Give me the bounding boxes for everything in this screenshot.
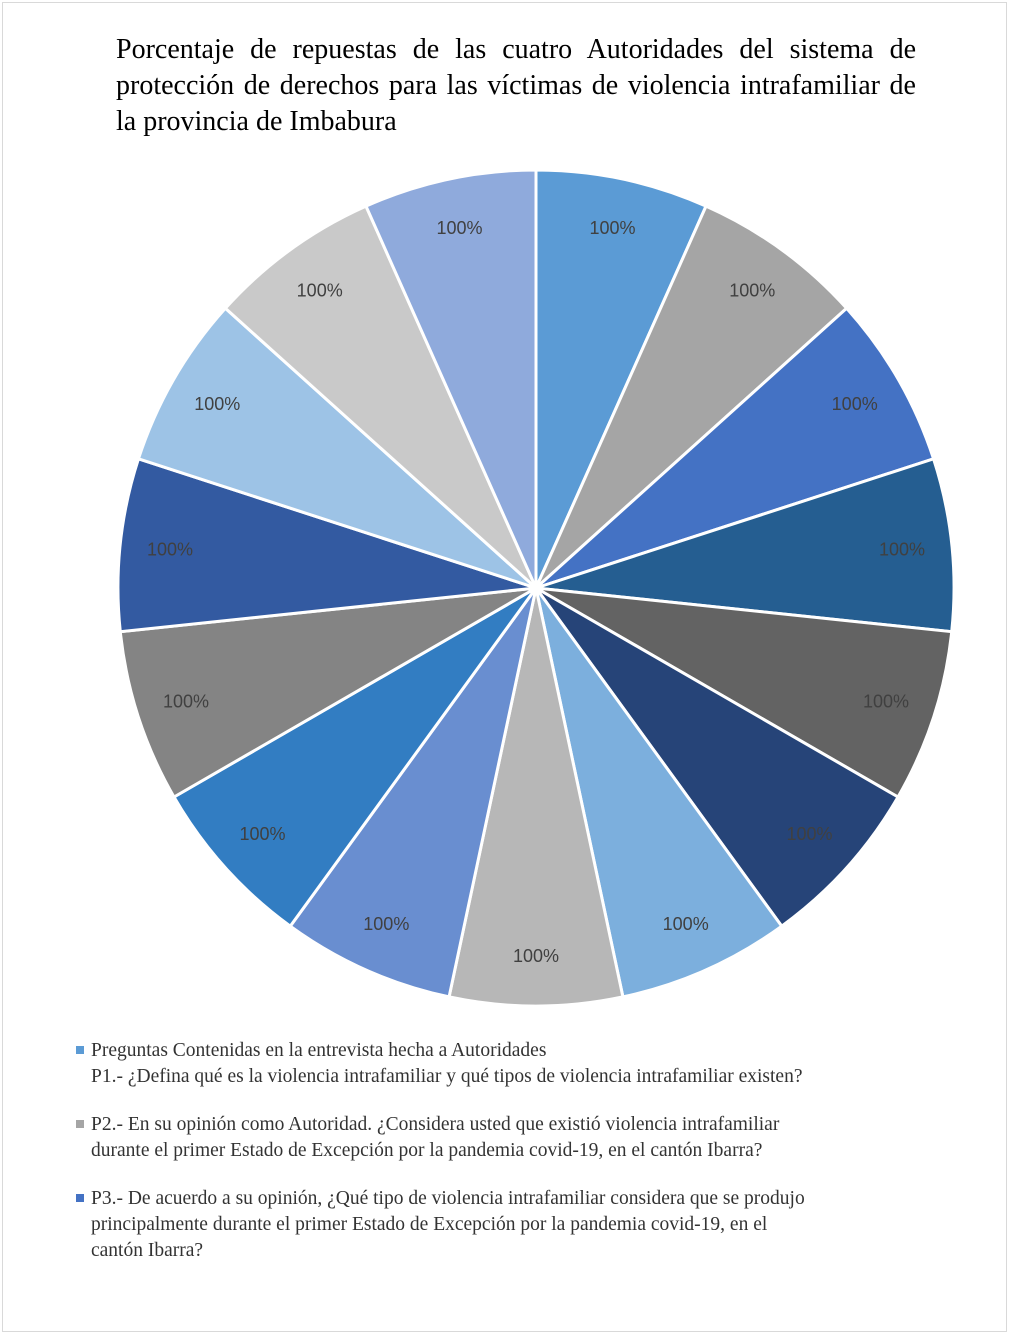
slice-data-label: 100% [436,218,482,238]
pie-slice-12 [116,456,537,634]
pie-slice-15 [363,168,538,589]
legend-item: Preguntas Contenidas en la entrevista he… [76,1038,996,1090]
legend-item: P2.- En su opinión como Autoridad. ¿Cons… [76,1112,996,1164]
slice-data-label: 100% [513,946,559,966]
legend-label: Preguntas Contenidas en la entrevista he… [91,1040,803,1087]
slice-data-label: 100% [239,824,285,844]
slice-data-label: 100% [786,824,832,844]
slice-data-label: 100% [147,540,193,560]
legend: Preguntas Contenidas en la entrevista he… [76,1038,996,1286]
pie-slice-13 [136,306,538,590]
legend-swatch [76,1194,84,1202]
legend-item: P3.- De acuerdo a su opinión, ¿Qué tipo … [76,1186,996,1264]
legend-label: P3.- De acuerdo a su opinión, ¿Qué tipo … [91,1188,805,1261]
slice-data-label: 100% [863,692,909,712]
legend-swatch [76,1046,84,1054]
slice-data-label: 100% [363,914,409,934]
pie-slice-3 [534,306,936,590]
pie-slice-7 [534,587,784,999]
pie-slice-5 [535,586,954,800]
pie-slice-8 [447,587,625,1008]
pie-slice-4 [535,456,956,634]
pie-slice-11 [118,586,537,800]
pie-slice-6 [534,586,901,929]
pie-slice-2 [534,204,849,590]
pie-slice-10 [171,586,538,929]
slice-data-label: 100% [663,914,709,934]
slice-data-label: 100% [832,394,878,414]
slice-data-label: 100% [729,280,775,300]
slice-data-label: 100% [297,280,343,300]
pie-slice-1 [534,168,709,589]
legend-swatch [76,1120,84,1128]
legend-label: P2.- En su opinión como Autoridad. ¿Cons… [91,1114,780,1161]
slice-data-label: 100% [194,394,240,414]
pie-slice-14 [223,204,538,590]
slice-data-label: 100% [589,218,635,238]
slice-data-label: 100% [879,540,925,560]
slice-data-label: 100% [163,692,209,712]
pie-slice-9 [288,587,538,999]
pie-chart: 100% 100% 100% 100% 100% 100% 100% 100% 100% 100%… [116,168,956,1008]
chart-title: Porcentaje de repuestas de las cuatro Au… [116,34,916,137]
